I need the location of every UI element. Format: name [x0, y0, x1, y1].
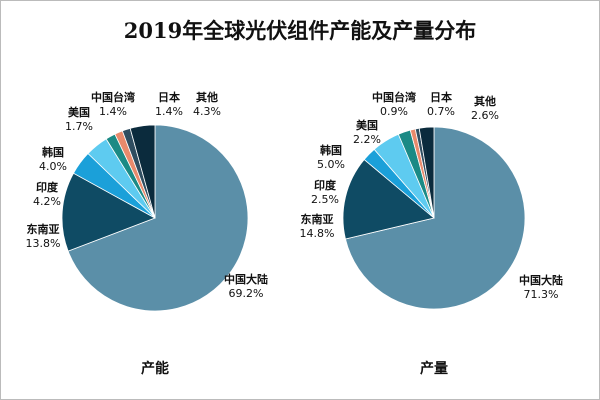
category-label: 中国台湾	[372, 91, 416, 104]
category-label: 印度	[313, 179, 336, 192]
percent-label: 1.4%	[155, 105, 183, 118]
category-label: 印度	[35, 181, 58, 194]
category-label: 其他	[473, 95, 496, 108]
percent-label: 1.7%	[65, 120, 93, 133]
category-label: 美国	[355, 119, 378, 132]
pie-data-label: 中国台湾 0.9%	[372, 91, 416, 119]
percent-label: 2.2%	[353, 133, 381, 146]
percent-label: 0.9%	[380, 105, 408, 118]
pie-data-label: 其他 4.3%	[193, 91, 221, 119]
pie-data-label: 中国台湾 1.4%	[91, 91, 135, 119]
percent-label: 69.2%	[228, 287, 264, 300]
percent-label: 2.5%	[311, 193, 339, 206]
pie-slice-capacity-1	[61, 172, 156, 252]
percent-label: 1.4%	[99, 105, 127, 118]
pie-slice-output-1	[342, 158, 435, 240]
percent-label: 14.8%	[299, 227, 335, 240]
pie-data-label: 美国 1.7%	[65, 106, 93, 134]
pie-data-label: 中国大陆 69.2%	[224, 273, 268, 301]
percent-label: 4.2%	[33, 195, 61, 208]
percent-label: 4.3%	[193, 105, 221, 118]
percent-label: 2.6%	[471, 109, 499, 122]
pie-data-label: 日本 0.7%	[427, 91, 455, 119]
pie-slice-capacity-0	[67, 124, 249, 312]
pie-data-label: 韩国 5.0%	[317, 144, 345, 172]
pie-subtitle-capacity: 产能	[141, 361, 169, 377]
pie-data-label: 韩国 4.0%	[39, 146, 67, 174]
category-label: 中国大陆	[519, 274, 563, 287]
category-label: 韩国	[319, 144, 342, 157]
pie-subtitle-output: 产量	[420, 361, 448, 377]
pie-slice-output-7	[418, 126, 435, 219]
pie-data-label: 印度 4.2%	[33, 181, 61, 209]
percent-label: 0.7%	[427, 105, 455, 118]
pie-data-label: 中国大陆 71.3%	[519, 274, 563, 302]
percent-label: 5.0%	[317, 158, 345, 171]
pie-slice-capacity-7	[129, 124, 156, 219]
pie-data-label: 其他 2.6%	[471, 95, 499, 123]
pie-data-label: 东南亚 14.8%	[300, 213, 335, 241]
percent-label: 71.3%	[523, 288, 559, 301]
pie-data-label: 印度 2.5%	[311, 179, 339, 207]
category-label: 日本	[157, 91, 180, 104]
pie-slice-output-0	[344, 126, 526, 310]
category-label: 美国	[67, 106, 90, 119]
category-label: 东南亚	[300, 213, 334, 226]
percent-label: 13.8%	[25, 237, 61, 250]
category-label: 东南亚	[26, 223, 60, 236]
category-label: 中国台湾	[91, 91, 135, 104]
pie-data-label: 东南亚 13.8%	[26, 223, 61, 251]
category-label: 日本	[429, 91, 452, 104]
pie-data-label: 美国 2.2%	[353, 119, 381, 147]
category-label: 其他	[195, 91, 218, 104]
percent-label: 4.0%	[39, 160, 67, 173]
category-label: 中国大陆	[224, 273, 268, 286]
chart-title: 2019年全球光伏组件产能及产量分布	[123, 18, 477, 43]
pie-data-label: 日本 1.4%	[155, 91, 183, 119]
category-label: 韩国	[41, 146, 64, 159]
